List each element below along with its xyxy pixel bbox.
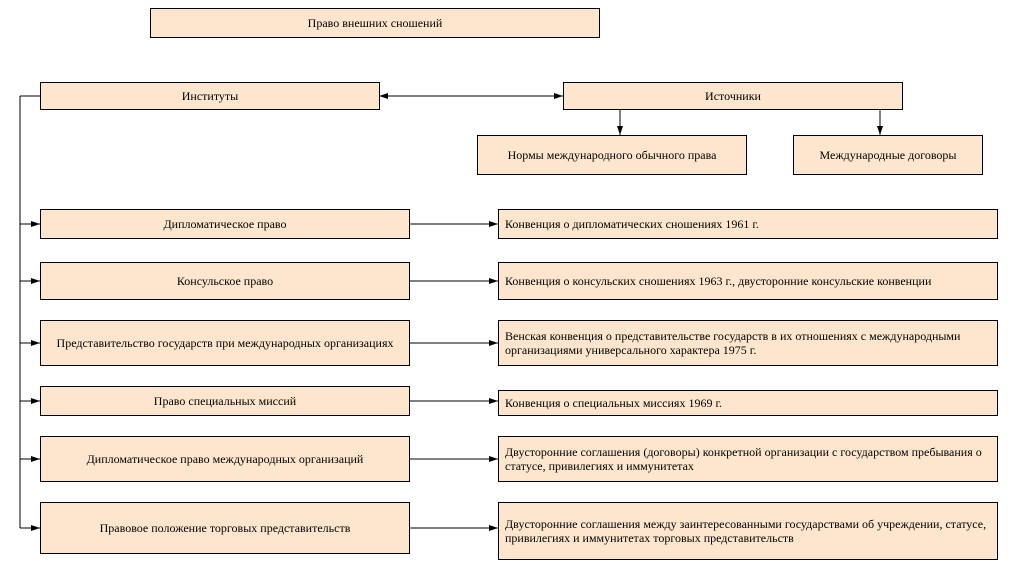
inst4-box: Право специальных миссий — [40, 386, 410, 416]
inst3-box: Представительство государств при междуна… — [40, 320, 410, 366]
inst2-box: Консульское право — [40, 262, 410, 300]
inst6-box: Правовое положение торговых представител… — [40, 502, 410, 554]
title-box: Право внешних сношений — [150, 8, 600, 38]
inst6-label: Правовое положение торговых представител… — [100, 521, 351, 535]
institutes-box: Институты — [40, 82, 380, 110]
src4-box: Конвенция о специальных миссиях 1969 г. — [498, 390, 998, 416]
src6-box: Двусторонние соглашения между заинтересо… — [498, 502, 998, 560]
sources-label: Источники — [705, 89, 761, 103]
inst4-label: Право специальных миссий — [154, 394, 296, 408]
inst5-label: Дипломатическое право международных орга… — [87, 452, 364, 466]
inst1-box: Дипломатическое право — [40, 209, 410, 239]
src1-box: Конвенция о дипломатических сношениях 19… — [498, 209, 998, 239]
treaties-label: Международные договоры — [820, 148, 957, 162]
src3-label: Венская конвенция о представительстве го… — [505, 329, 991, 358]
src1-label: Конвенция о дипломатических сношениях 19… — [505, 217, 759, 231]
src2-label: Конвенция о консульских сношениях 1963 г… — [505, 274, 931, 288]
src5-label: Двусторонние соглашения (договоры) конкр… — [505, 445, 991, 474]
src4-label: Конвенция о специальных миссиях 1969 г. — [505, 396, 722, 410]
src5-box: Двусторонние соглашения (договоры) конкр… — [498, 436, 998, 482]
src3-box: Венская конвенция о представительстве го… — [498, 320, 998, 366]
title-label: Право внешних сношений — [308, 16, 443, 30]
institutes-label: Институты — [182, 89, 238, 103]
sources-box: Источники — [563, 82, 903, 110]
norms-box: Нормы международного обычного права — [477, 135, 747, 175]
inst3-label: Представительство государств при междуна… — [57, 336, 394, 350]
norms-label: Нормы международного обычного права — [508, 148, 717, 162]
inst5-box: Дипломатическое право международных орга… — [40, 436, 410, 482]
treaties-box: Международные договоры — [793, 135, 983, 175]
inst2-label: Консульское право — [177, 274, 273, 288]
src2-box: Конвенция о консульских сношениях 1963 г… — [498, 262, 998, 300]
inst1-label: Дипломатическое право — [164, 217, 287, 231]
src6-label: Двусторонние соглашения между заинтересо… — [505, 517, 991, 546]
